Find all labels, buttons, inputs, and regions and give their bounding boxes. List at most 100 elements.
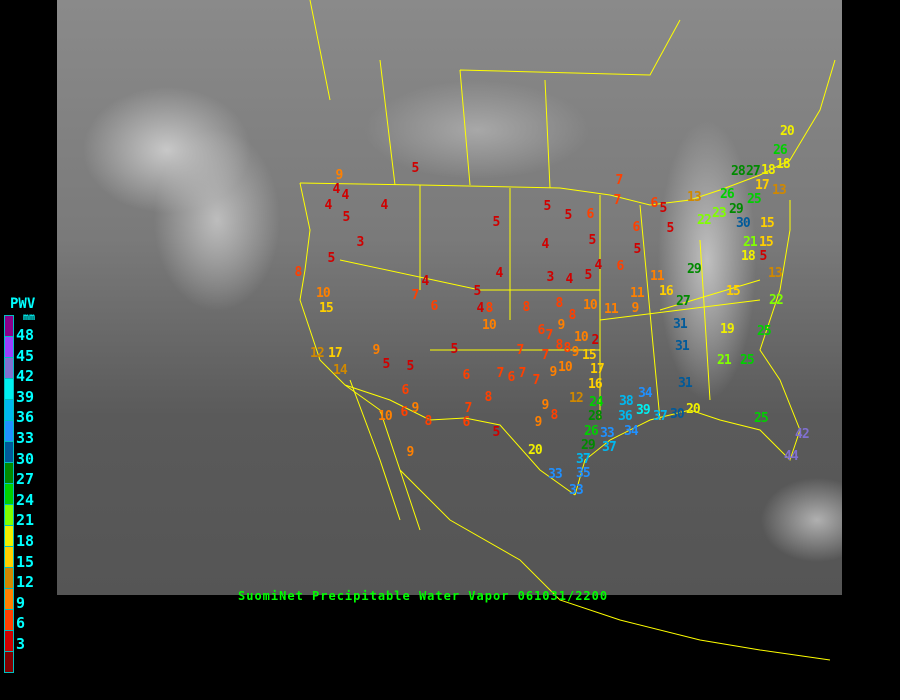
station-pwv-value: 10 bbox=[574, 329, 589, 345]
station-pwv-value: 26 bbox=[773, 142, 788, 158]
legend-swatch bbox=[4, 379, 14, 400]
station-pwv-value: 12 bbox=[569, 390, 584, 406]
mexico-coast bbox=[399, 469, 831, 661]
station-pwv-value: 4 bbox=[421, 273, 430, 289]
station-pwv-value: 7 bbox=[464, 400, 473, 416]
legend-label: 42 bbox=[16, 367, 35, 386]
us-canada-border bbox=[299, 59, 836, 206]
legend-swatch bbox=[4, 526, 14, 547]
station-pwv-value: 9 bbox=[406, 444, 415, 460]
station-pwv-value: 7 bbox=[545, 327, 554, 343]
station-pwv-value: 5 bbox=[382, 356, 391, 372]
station-pwv-value: 26 bbox=[720, 186, 735, 202]
station-pwv-value: 4 bbox=[541, 236, 550, 252]
station-pwv-value: 17 bbox=[590, 361, 605, 377]
legend-swatch bbox=[4, 358, 14, 379]
station-pwv-value: 6 bbox=[616, 258, 625, 274]
station-pwv-value: 20 bbox=[780, 123, 795, 139]
station-pwv-value: 5 bbox=[584, 267, 593, 283]
station-pwv-value: 16 bbox=[588, 376, 603, 392]
station-pwv-value: 8 bbox=[424, 413, 433, 429]
station-pwv-value: 44 bbox=[784, 448, 799, 464]
color-legend bbox=[4, 315, 14, 673]
station-pwv-value: 21 bbox=[717, 352, 732, 368]
station-pwv-value: 27 bbox=[676, 293, 691, 309]
station-pwv-value: 4 bbox=[565, 271, 574, 287]
legend-label: 36 bbox=[16, 408, 35, 427]
legend-swatch bbox=[4, 505, 14, 526]
legend-label: 9 bbox=[16, 593, 26, 612]
station-pwv-value: 22 bbox=[697, 212, 712, 228]
station-pwv-value: 25 bbox=[757, 323, 772, 339]
station-pwv-value: 15 bbox=[582, 347, 597, 363]
station-pwv-value: 17 bbox=[755, 177, 770, 193]
station-pwv-value: 5 bbox=[450, 341, 459, 357]
station-pwv-value: 6 bbox=[632, 219, 641, 235]
legend-swatch bbox=[4, 568, 14, 589]
station-pwv-value: 28 bbox=[588, 408, 603, 424]
station-pwv-value: 16 bbox=[659, 283, 674, 299]
station-pwv-value: 13 bbox=[687, 189, 702, 205]
station-pwv-value: 25 bbox=[747, 191, 762, 207]
station-pwv-value: 5 bbox=[564, 207, 573, 223]
station-pwv-value: 5 bbox=[411, 160, 420, 176]
legend-swatch bbox=[4, 631, 14, 652]
legend-label: 24 bbox=[16, 490, 35, 509]
station-pwv-value: 11 bbox=[604, 301, 619, 317]
station-pwv-value: 42 bbox=[795, 426, 810, 442]
legend-swatch bbox=[4, 421, 14, 442]
legend-swatch bbox=[4, 463, 14, 484]
station-pwv-value: 29 bbox=[687, 261, 702, 277]
station-pwv-value: 9 bbox=[571, 344, 580, 360]
station-pwv-value: 36 bbox=[618, 408, 633, 424]
station-pwv-value: 5 bbox=[492, 424, 501, 440]
station-pwv-value: 18 bbox=[761, 162, 776, 178]
legend-unit: mm bbox=[23, 312, 36, 323]
station-pwv-value: 31 bbox=[673, 316, 688, 332]
legend-label: 39 bbox=[16, 387, 35, 406]
station-pwv-value: 33 bbox=[548, 466, 563, 482]
station-pwv-value: 8 bbox=[484, 389, 493, 405]
station-pwv-value: 15 bbox=[759, 234, 774, 250]
legend-label: 18 bbox=[16, 532, 35, 550]
station-pwv-value: 28 bbox=[731, 163, 746, 179]
legend-swatch bbox=[4, 400, 14, 421]
legend-title: PWV bbox=[10, 296, 36, 312]
station-pwv-value: 4 bbox=[495, 265, 504, 281]
legend-label: 27 bbox=[16, 470, 35, 489]
station-pwv-value: 10 bbox=[558, 359, 573, 375]
station-pwv-value: 11 bbox=[650, 268, 665, 284]
station-pwv-value: 30 bbox=[670, 406, 685, 422]
station-pwv-value: 6 bbox=[430, 298, 439, 314]
station-pwv-value: 17 bbox=[328, 345, 343, 361]
station-pwv-value: 10 bbox=[378, 408, 393, 424]
station-pwv-value: 8 bbox=[563, 340, 572, 356]
station-pwv-value: 5 bbox=[666, 220, 675, 236]
station-pwv-value: 6 bbox=[537, 322, 546, 338]
station-pwv-value: 11 bbox=[630, 285, 645, 301]
station-pwv-value: 13 bbox=[772, 182, 787, 198]
legend-label: 45 bbox=[16, 346, 35, 365]
station-pwv-value: 35 bbox=[576, 465, 591, 481]
station-pwv-value: 10 bbox=[316, 285, 331, 301]
station-pwv-value: 20 bbox=[528, 442, 543, 458]
legend-swatch bbox=[4, 442, 14, 463]
legend-label: 6 bbox=[16, 614, 26, 633]
station-pwv-value: 7 bbox=[516, 342, 525, 358]
station-pwv-value: 21 bbox=[743, 234, 758, 250]
station-pwv-value: 29 bbox=[729, 201, 744, 217]
station-pwv-value: 5 bbox=[473, 283, 482, 299]
station-pwv-value: 5 bbox=[342, 209, 351, 225]
station-pwv-value: 9 bbox=[631, 300, 640, 316]
station-pwv-value: 27 bbox=[746, 163, 761, 179]
map-title: SuomiNet Precipitable Water Vapor 061031… bbox=[238, 589, 609, 603]
station-pwv-value: 37 bbox=[602, 439, 617, 455]
legend-label: 48 bbox=[16, 326, 35, 344]
station-pwv-value: 7 bbox=[532, 372, 541, 388]
station-pwv-value: 10 bbox=[482, 317, 497, 333]
station-pwv-value: 29 bbox=[581, 437, 596, 453]
legend-swatch bbox=[4, 610, 14, 631]
station-pwv-value: 18 bbox=[776, 156, 791, 172]
station-pwv-value: 22 bbox=[769, 292, 784, 308]
station-pwv-value: 2 bbox=[591, 332, 600, 348]
